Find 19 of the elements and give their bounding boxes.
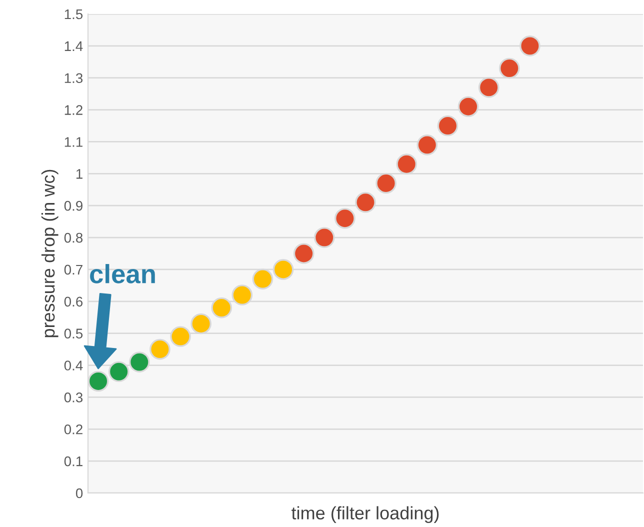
y-tick-label: 0.3	[64, 392, 83, 402]
y-tick-label: 1	[76, 169, 82, 179]
y-tick-label: 0	[76, 488, 83, 498]
y-tick-label: 0.5	[64, 328, 83, 339]
y-tick-label: 0.8	[64, 232, 83, 243]
y-tick-label: 1.2	[64, 105, 82, 115]
y-tick-label: 1.1	[64, 137, 82, 147]
annotation: clean	[90, 264, 155, 284]
y-tick-label: 0.1	[64, 456, 82, 466]
y-tick-label: 0.2	[64, 424, 82, 434]
y-axis-title: pressure drop (in wc)	[41, 170, 58, 338]
y-tick-label: 1.4	[64, 41, 83, 51]
y-tick-label: 1.3	[64, 73, 83, 84]
x-axis-title: time (filter loading)	[292, 506, 439, 524]
y-tick-label: 0.4	[64, 360, 83, 370]
y-tick-label: 0.6	[64, 296, 83, 307]
y-tick-label: 0.7	[64, 264, 82, 275]
y-tick-label: 0.9	[64, 200, 82, 211]
y-tick-label: 1.5	[64, 9, 83, 20]
